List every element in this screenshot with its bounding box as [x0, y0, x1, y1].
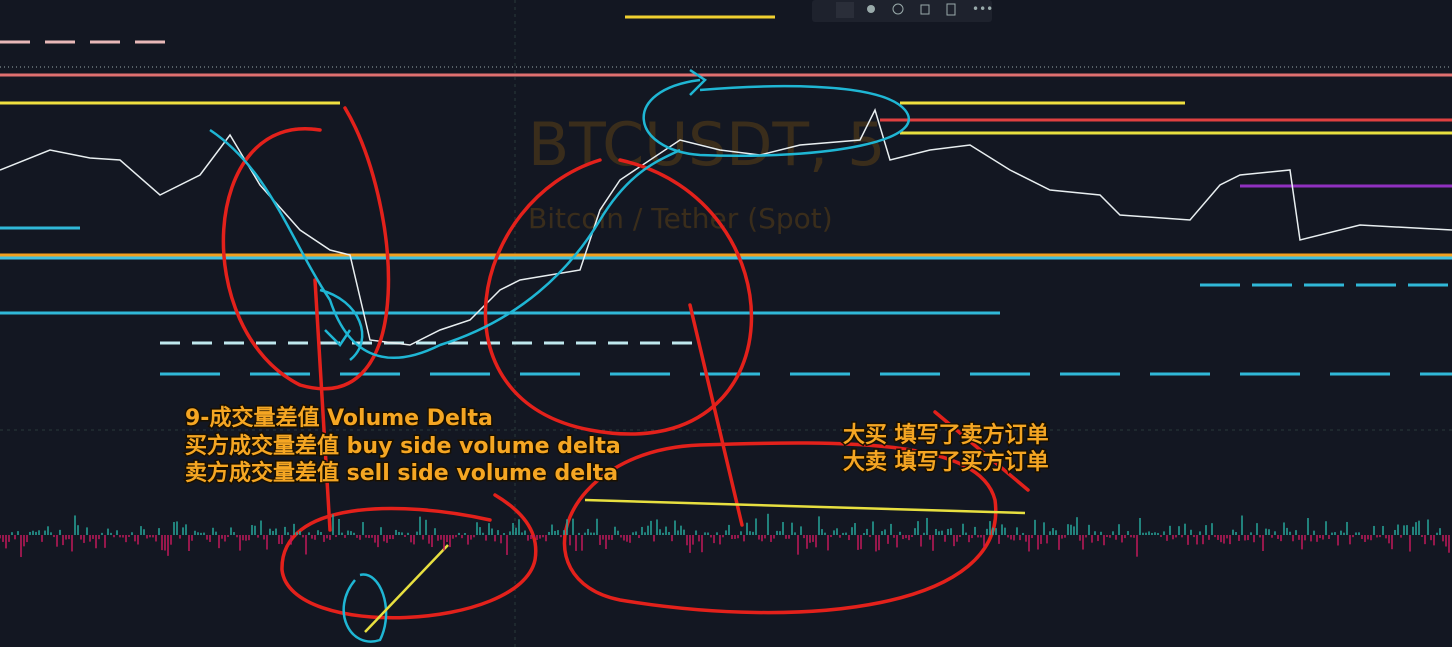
red-circle: [221, 106, 391, 391]
visibility-button[interactable]: [867, 5, 875, 13]
annotation-text: 9-成交量差值 Volume Delta: [185, 405, 493, 431]
lock-button[interactable]: [920, 4, 930, 15]
red-circle: [483, 158, 754, 436]
cyan-circle: [642, 68, 911, 158]
settings-button[interactable]: [892, 3, 904, 15]
yellow-line: [584, 498, 1026, 515]
delete-button[interactable]: [946, 3, 956, 16]
annotation-text: 买方成交量差值 buy side volume delta: [185, 433, 621, 459]
cyan-arrow: [209, 128, 681, 359]
cyan-arrow: [319, 288, 364, 361]
annotation-text: 大买 填写了卖方订单: [843, 422, 1049, 448]
hand-drawings: [209, 68, 1030, 643]
watermark-description: Bitcoin / Tether (Spot): [528, 202, 833, 235]
red-stroke: [313, 278, 1030, 532]
annotation-text: 卖方成交量差值 sell side volume delta: [185, 460, 618, 486]
red-circle: [280, 493, 538, 620]
cyan-circle: [342, 573, 388, 643]
annotation-text: 大卖 填写了买方订单: [843, 449, 1049, 475]
drawing-toolbar: •••: [812, 0, 993, 22]
yellow-line: [364, 544, 449, 633]
more-button[interactable]: •••: [972, 2, 993, 16]
red-circle: [562, 441, 998, 615]
watermark-symbol: BTCUSDT, 5: [528, 110, 885, 180]
volume-delta-pane: [0, 513, 1450, 558]
order-levels: [0, 15, 1452, 376]
text-tool-button[interactable]: [836, 2, 854, 18]
